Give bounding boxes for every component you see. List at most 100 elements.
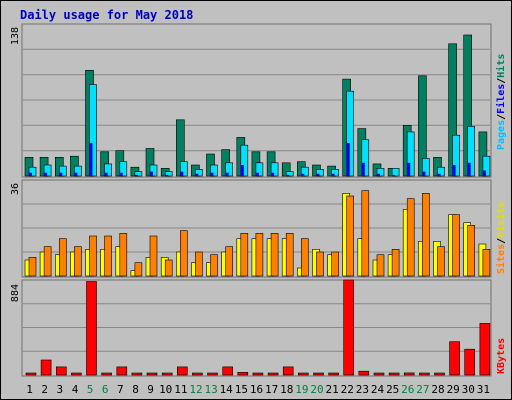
bar-pages-day-21 (331, 173, 335, 176)
bar-sites-day-22 (346, 195, 355, 277)
bar-sites-day-1 (28, 256, 37, 277)
bar-files-day-31 (482, 155, 491, 177)
bar-sites-day-16 (255, 233, 264, 277)
bar-kbytes-day-14 (222, 366, 233, 376)
bar-files-day-1 (28, 166, 37, 177)
bar-sites-day-9 (149, 235, 158, 277)
day-label-4: 4 (72, 383, 79, 396)
bar-pages-day-18 (286, 174, 290, 176)
bar-files-day-27 (422, 158, 430, 177)
day-label-8: 8 (132, 383, 139, 396)
bar-sites-day-29 (452, 214, 460, 277)
bar-pages-day-14 (225, 172, 229, 176)
day-label-22: 22 (341, 383, 354, 396)
bar-kbytes-day-15 (237, 371, 249, 376)
kbytes-panel: 884 KBytes (10, 279, 507, 377)
bar-files-day-21 (331, 169, 339, 177)
day-label-5: 5 (87, 383, 94, 396)
day-label-29: 29 (447, 383, 460, 396)
bar-pages-day-15 (240, 165, 244, 176)
day-label-30: 30 (462, 383, 475, 396)
bar-files-day-24 (376, 168, 385, 177)
bar-files-day-28 (437, 166, 445, 177)
bar-files-day-8 (134, 171, 143, 177)
day-label-9: 9 (147, 383, 154, 396)
bar-pages-day-10 (165, 174, 169, 176)
visits-panel: 36 Sites/Visits (10, 179, 507, 278)
day-label-17: 17 (265, 383, 278, 396)
bar-pages-day-1 (29, 172, 32, 176)
bar-sites-day-20 (316, 251, 324, 277)
bar-sites-day-31 (482, 249, 491, 277)
bar-sites-day-17 (270, 233, 279, 277)
bar-sites-day-26 (406, 198, 415, 277)
bar-sites-day-18 (285, 233, 294, 277)
bar-pages-day-22 (346, 143, 350, 176)
bar-sites-day-4 (74, 246, 82, 277)
day-label-28: 28 (431, 383, 444, 396)
bar-sites-day-3 (58, 238, 67, 277)
day-label-21: 21 (325, 383, 338, 396)
bar-sites-day-6 (104, 235, 112, 277)
bar-files-day-13 (210, 164, 218, 177)
bar-kbytes-day-3 (55, 366, 67, 376)
day-label-15: 15 (235, 383, 248, 396)
legend-files: Files (495, 84, 507, 114)
bar-pages-day-19 (301, 173, 305, 176)
legend-kbytes: KBytes (496, 338, 507, 374)
day-label-18: 18 (280, 383, 293, 396)
bar-sites-day-30 (467, 225, 476, 277)
bar-files-day-30 (467, 126, 476, 177)
bar-pages-day-25 (392, 174, 396, 176)
bar-sites-day-14 (225, 246, 233, 277)
chart-title: Daily usage for May 2018 (20, 8, 193, 22)
bar-pages-day-26 (407, 162, 411, 176)
bar-kbytes-day-25 (388, 372, 400, 376)
kbytes-gridlines (23, 303, 490, 352)
bar-pages-day-7 (119, 172, 123, 176)
bar-files-day-19 (300, 166, 309, 177)
bar-pages-day-13 (210, 172, 214, 176)
bar-sites-day-13 (210, 254, 218, 277)
bar-pages-day-29 (452, 165, 456, 176)
bar-sites-day-5 (89, 235, 97, 277)
day-label-10: 10 (159, 383, 172, 396)
bar-pages-day-28 (437, 173, 441, 176)
bar-kbytes-day-4 (71, 372, 82, 376)
bar-kbytes-day-21 (328, 372, 339, 376)
bar-sites-day-12 (195, 251, 203, 277)
bar-kbytes-day-8 (131, 372, 143, 376)
day-label-19: 19 (295, 383, 308, 396)
bar-sites-day-25 (391, 249, 400, 277)
bar-pages-day-12 (195, 173, 199, 176)
bar-kbytes-day-28 (434, 372, 445, 376)
bar-kbytes-day-27 (419, 372, 430, 376)
bar-files-day-10 (164, 171, 173, 177)
bar-kbytes-day-31 (479, 323, 491, 376)
bar-sites-day-10 (164, 259, 173, 277)
bar-pages-day-11 (180, 171, 184, 176)
legend-sites: Sites (495, 244, 507, 274)
bar-files-day-29 (452, 134, 460, 177)
bar-kbytes-day-26 (403, 372, 415, 376)
bar-kbytes-day-13 (207, 372, 218, 376)
bar-sites-day-2 (43, 246, 52, 277)
hits-legend: Pages/Files/Hits (495, 54, 507, 150)
bar-files-day-6 (104, 163, 112, 177)
visits-scale-label: 36 (10, 183, 21, 195)
bar-pages-day-20 (316, 173, 320, 176)
day-label-7: 7 (117, 383, 124, 396)
bar-kbytes-day-29 (449, 341, 460, 376)
bar-kbytes-day-20 (313, 372, 324, 376)
bar-files-day-16 (255, 162, 264, 177)
bar-kbytes-day-24 (373, 372, 385, 376)
day-label-12: 12 (189, 383, 202, 396)
bar-files-day-2 (43, 164, 52, 177)
bar-sites-day-27 (422, 193, 430, 277)
bar-pages-day-17 (271, 172, 275, 176)
bar-pages-day-16 (255, 172, 259, 176)
visits-legend: Sites/Visits (495, 202, 507, 274)
bar-files-day-9 (149, 164, 158, 177)
bar-pages-day-31 (482, 170, 486, 176)
bar-files-day-5 (89, 84, 97, 177)
